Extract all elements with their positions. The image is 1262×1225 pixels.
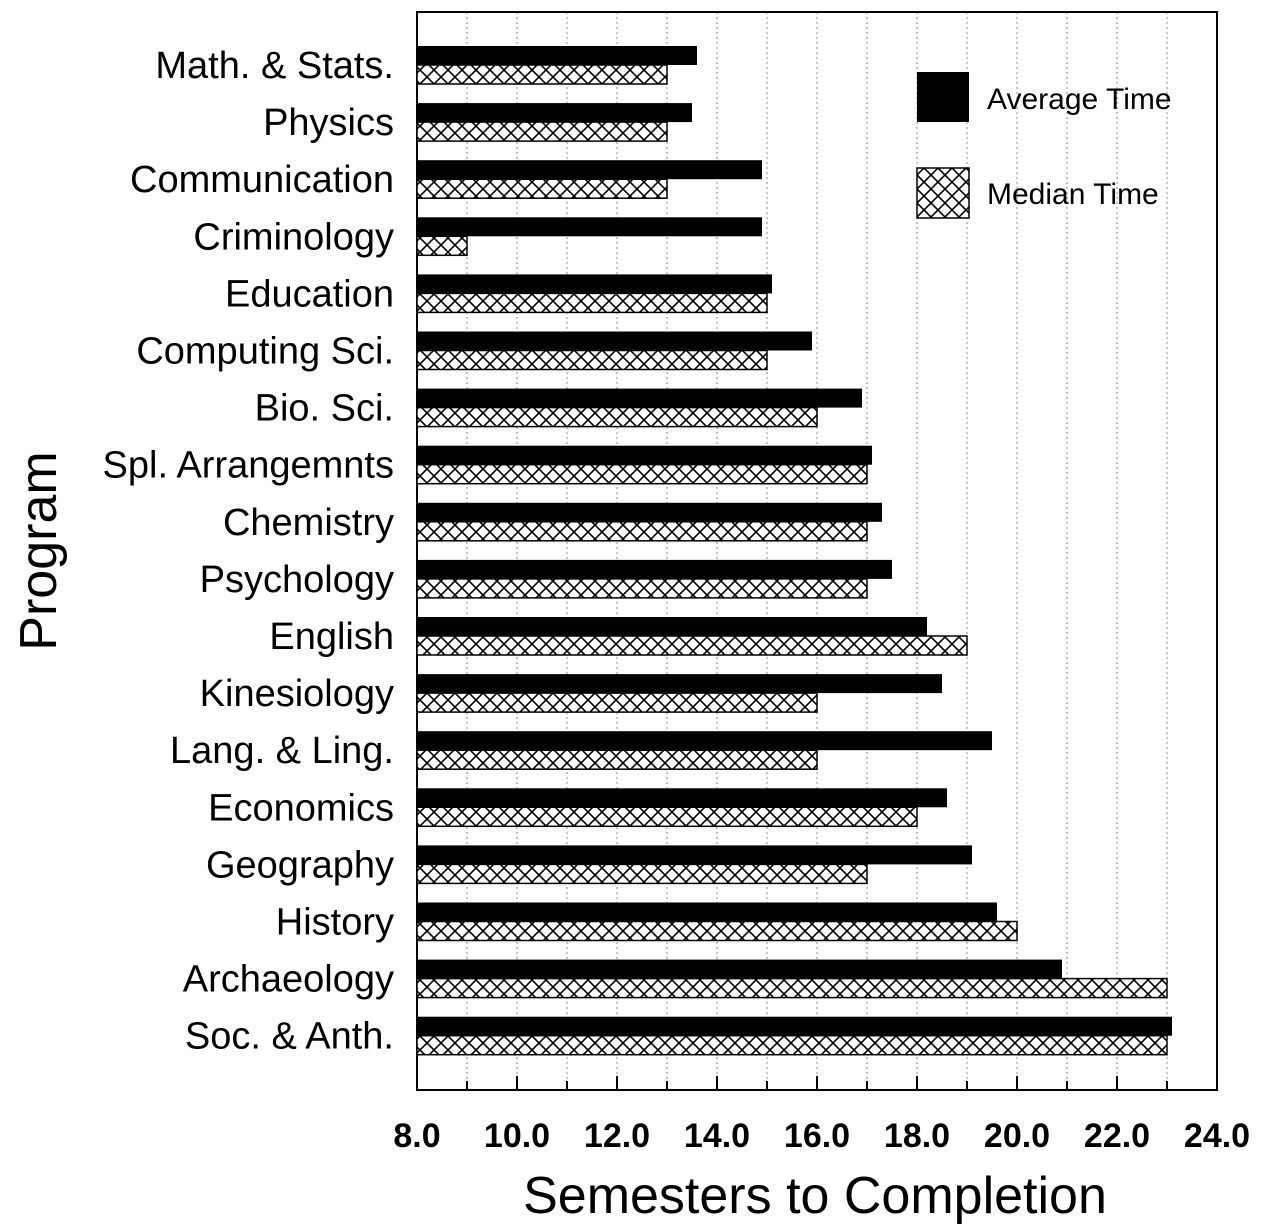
bar-average-time: [417, 902, 997, 922]
category-label: Archaeology: [183, 959, 394, 1001]
x-tick-label: 14.0: [684, 1117, 750, 1155]
category-label: English: [269, 616, 394, 658]
bar-average-time: [417, 788, 947, 808]
category-label: Communication: [130, 159, 394, 201]
category-label: Bio. Sci.: [255, 388, 394, 430]
bar-median-time: [416, 292, 768, 314]
legend-swatch-average: [917, 72, 969, 122]
bar-median-time: [416, 578, 868, 599]
category-label: Physics: [263, 102, 394, 144]
category-label: Lang. & Ling.: [170, 730, 394, 772]
bar-median-time: [416, 521, 868, 542]
bar-median-time: [416, 463, 868, 485]
legend: Average Time Median Time: [916, 72, 1172, 219]
category-label: Education: [225, 273, 394, 315]
x-tick-label: 18.0: [884, 1117, 950, 1155]
category-label: Kinesiology: [200, 673, 394, 715]
y-axis-categories: Math. & Stats. Physics Communication Crimin…: [103, 45, 394, 1058]
x-tick-label: 22.0: [1084, 1117, 1150, 1155]
bar-average-time: [417, 388, 862, 408]
bar-median-time: [416, 178, 668, 199]
category-label: History: [276, 902, 394, 944]
bar-median-time: [416, 920, 1018, 942]
bars: [416, 46, 1172, 1056]
legend-swatch-median: [916, 167, 970, 219]
bar-average-time: [417, 445, 872, 465]
category-label: Spl. Arrangemnts: [103, 445, 394, 487]
x-axis-title: Semesters to Completion: [523, 1167, 1107, 1225]
bar-average-time: [417, 103, 692, 123]
bar-average-time: [417, 274, 772, 294]
category-label: Psychology: [200, 559, 394, 601]
bar-average-time: [417, 559, 892, 579]
legend-label-median: Median Time: [987, 178, 1159, 211]
x-axis: 8.0 10.0 12.0 14.0 16.0 18.0 20.0 22.0 24.0: [393, 1076, 1250, 1155]
category-label: Chemistry: [223, 502, 394, 544]
category-label: Computing Sci.: [136, 331, 394, 373]
bar-average-time: [417, 160, 762, 180]
bar-median-time: [416, 64, 668, 85]
bar-median-time: [416, 806, 918, 828]
x-tick-label: 12.0: [584, 1117, 650, 1155]
bar-average-time: [417, 731, 992, 751]
bar-median-time: [416, 121, 668, 142]
x-tick-label: 20.0: [984, 1117, 1050, 1155]
category-label: Math. & Stats.: [155, 45, 394, 87]
legend-label-average: Average Time: [987, 83, 1172, 116]
x-tick-label: 16.0: [784, 1117, 850, 1155]
x-tick-label: 24.0: [1184, 1117, 1250, 1155]
bar-average-time: [417, 331, 812, 351]
bar-average-time: [417, 674, 942, 694]
bar-median-time: [416, 863, 868, 885]
category-label: Economics: [208, 787, 394, 829]
bar-average-time: [417, 845, 972, 865]
bar-median-time: [416, 692, 818, 713]
bar-average-time: [417, 46, 697, 65]
category-label: Soc. & Anth.: [185, 1016, 394, 1058]
bar-average-time: [417, 217, 762, 237]
bar-median-time: [416, 977, 1168, 999]
category-label: Criminology: [193, 216, 394, 258]
bar-average-time: [417, 1016, 1172, 1036]
x-tick-label: 10.0: [484, 1117, 550, 1155]
bar-median-time: [416, 349, 768, 371]
bar-median-time: [416, 749, 818, 770]
bar-median-time: [416, 235, 468, 257]
x-tick-label: 8.0: [393, 1117, 440, 1155]
bar-median-time: [416, 406, 818, 428]
bar-average-time: [417, 502, 882, 522]
y-axis-title: Program: [10, 451, 68, 650]
bar-median-time: [416, 1034, 1168, 1056]
bar-median-time: [416, 635, 968, 656]
bar-average-time: [417, 959, 1062, 979]
category-label: Geography: [206, 844, 394, 886]
bar-average-time: [417, 617, 927, 636]
